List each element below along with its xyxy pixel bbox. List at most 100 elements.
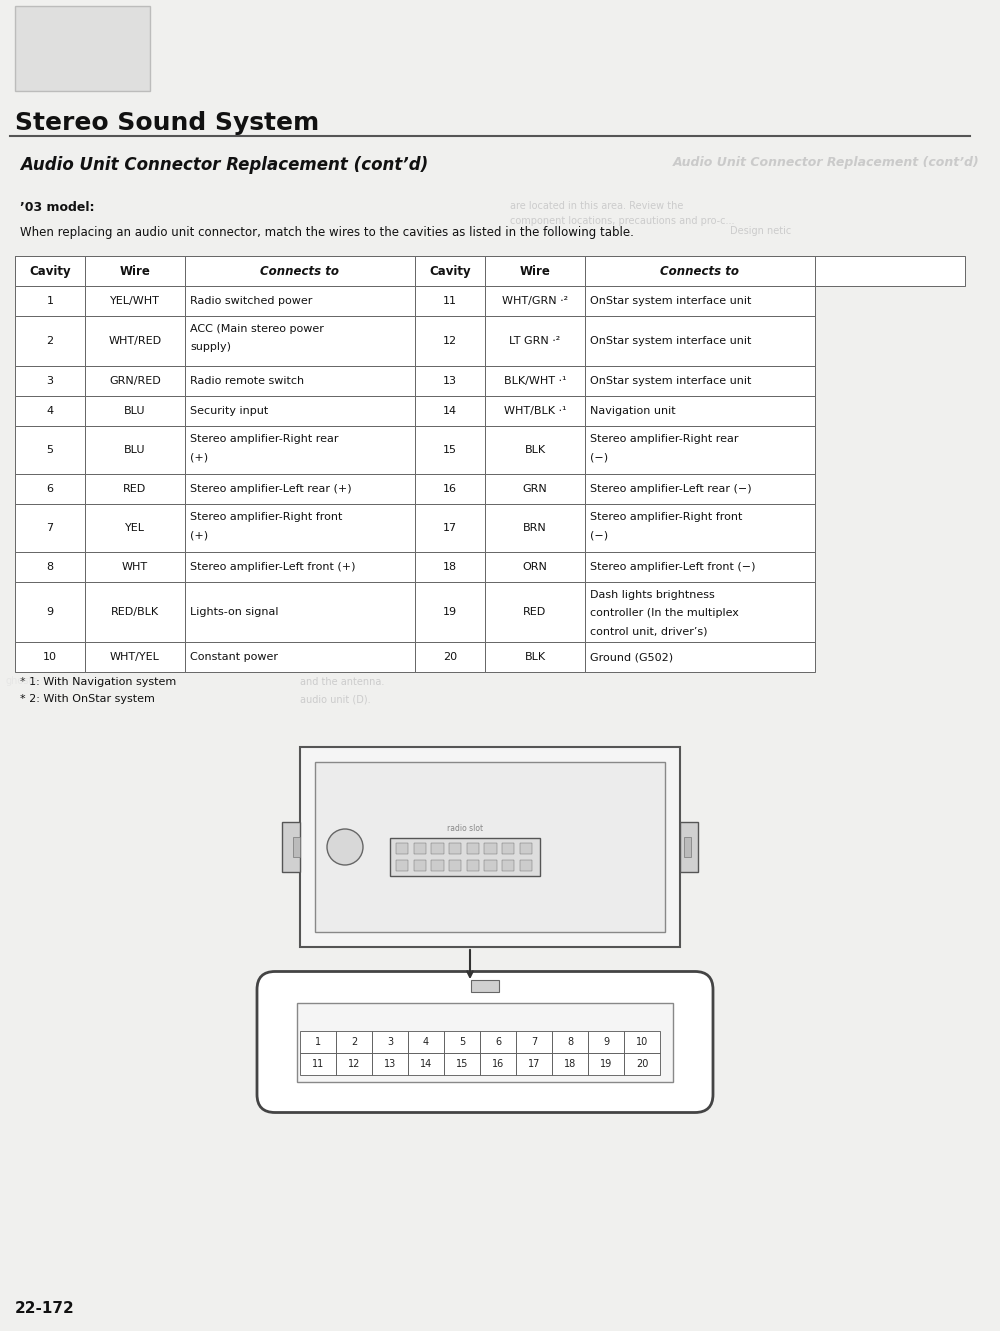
Text: 12: 12 bbox=[443, 335, 457, 346]
Text: supply): supply) bbox=[190, 342, 231, 351]
Text: LT GRN ⋅²: LT GRN ⋅² bbox=[509, 335, 561, 346]
Bar bbox=[485, 504, 585, 552]
Text: 8: 8 bbox=[567, 1037, 573, 1047]
Text: 20: 20 bbox=[636, 1059, 648, 1069]
Text: Constant power: Constant power bbox=[190, 652, 278, 662]
Bar bbox=[15, 642, 85, 672]
Bar bbox=[552, 1032, 588, 1053]
Bar bbox=[415, 426, 485, 474]
Bar bbox=[585, 397, 815, 426]
Bar bbox=[585, 256, 815, 286]
Bar bbox=[185, 256, 415, 286]
Text: (+): (+) bbox=[190, 530, 208, 540]
Bar bbox=[585, 504, 815, 552]
Bar bbox=[390, 839, 540, 876]
Text: Cavity: Cavity bbox=[29, 265, 71, 277]
Text: 5: 5 bbox=[459, 1037, 465, 1047]
Bar bbox=[185, 504, 415, 552]
Text: Radio switched power: Radio switched power bbox=[190, 295, 312, 306]
Bar bbox=[15, 504, 85, 552]
Bar bbox=[485, 582, 585, 642]
Bar bbox=[282, 823, 300, 872]
Bar bbox=[336, 1032, 372, 1053]
Bar bbox=[185, 642, 415, 672]
Text: OnStar system interface unit: OnStar system interface unit bbox=[590, 375, 751, 386]
Bar bbox=[415, 397, 485, 426]
Text: 14: 14 bbox=[443, 406, 457, 417]
Text: 6: 6 bbox=[495, 1037, 501, 1047]
Bar bbox=[408, 1032, 444, 1053]
Bar bbox=[85, 397, 185, 426]
Text: Stereo amplifier-Right front: Stereo amplifier-Right front bbox=[590, 512, 742, 522]
Bar bbox=[300, 747, 680, 946]
Text: 22-172: 22-172 bbox=[15, 1300, 75, 1316]
Bar bbox=[415, 315, 485, 366]
Bar bbox=[336, 1053, 372, 1075]
Text: Stereo Sound System: Stereo Sound System bbox=[15, 110, 319, 134]
Text: Connects to: Connects to bbox=[260, 265, 340, 277]
Bar bbox=[431, 843, 444, 853]
Text: RED/BLK: RED/BLK bbox=[111, 607, 159, 618]
Text: and the antenna.: and the antenna. bbox=[300, 677, 384, 687]
Text: Stereo amplifier-Left front (+): Stereo amplifier-Left front (+) bbox=[190, 562, 356, 572]
Bar bbox=[415, 504, 485, 552]
Bar bbox=[485, 315, 585, 366]
Bar bbox=[185, 366, 415, 397]
Text: Stereo amplifier-Left front (−): Stereo amplifier-Left front (−) bbox=[590, 562, 756, 572]
Text: 12: 12 bbox=[348, 1059, 360, 1069]
Bar bbox=[471, 980, 499, 992]
Text: 4: 4 bbox=[46, 406, 54, 417]
Bar bbox=[467, 860, 479, 870]
Bar bbox=[485, 426, 585, 474]
Text: BLU: BLU bbox=[124, 406, 146, 417]
Text: are located in this area. Review the: are located in this area. Review the bbox=[510, 201, 683, 212]
Bar bbox=[680, 823, 698, 872]
Text: 17: 17 bbox=[443, 523, 457, 532]
Text: Ground (G502): Ground (G502) bbox=[590, 652, 673, 662]
Bar bbox=[484, 843, 497, 853]
Bar bbox=[485, 286, 585, 315]
Text: RED: RED bbox=[523, 607, 547, 618]
Text: ORN: ORN bbox=[523, 562, 547, 572]
Bar bbox=[415, 286, 485, 315]
Bar bbox=[585, 582, 815, 642]
Bar bbox=[520, 860, 532, 870]
Text: ’03 model:: ’03 model: bbox=[20, 201, 94, 214]
Bar bbox=[485, 256, 585, 286]
Bar bbox=[85, 582, 185, 642]
Bar bbox=[585, 426, 815, 474]
Bar bbox=[414, 843, 426, 853]
Bar bbox=[624, 1032, 660, 1053]
Bar bbox=[185, 315, 415, 366]
Text: ACC (Main stereo power: ACC (Main stereo power bbox=[190, 323, 324, 334]
Bar bbox=[185, 426, 415, 474]
Bar bbox=[502, 860, 514, 870]
Text: 19: 19 bbox=[443, 607, 457, 618]
Text: YEL: YEL bbox=[125, 523, 145, 532]
Bar bbox=[372, 1032, 408, 1053]
Text: When replacing an audio unit connector, match the wires to the cavities as liste: When replacing an audio unit connector, … bbox=[20, 226, 634, 240]
Text: ghosts: ghosts bbox=[5, 676, 37, 685]
Bar bbox=[585, 366, 815, 397]
Bar bbox=[396, 860, 408, 870]
Bar bbox=[85, 552, 185, 582]
Bar bbox=[315, 763, 665, 932]
Bar bbox=[444, 1032, 480, 1053]
Bar bbox=[516, 1032, 552, 1053]
Bar bbox=[444, 1053, 480, 1075]
Text: 11: 11 bbox=[312, 1059, 324, 1069]
Text: 2: 2 bbox=[46, 335, 54, 346]
FancyBboxPatch shape bbox=[257, 972, 713, 1113]
Bar bbox=[85, 642, 185, 672]
Bar bbox=[585, 474, 815, 504]
Bar bbox=[520, 843, 532, 853]
Text: GRN: GRN bbox=[523, 484, 547, 494]
Bar bbox=[502, 843, 514, 853]
Text: 3: 3 bbox=[387, 1037, 393, 1047]
Text: 1: 1 bbox=[46, 295, 54, 306]
Text: OnStar system interface unit: OnStar system interface unit bbox=[590, 295, 751, 306]
Text: 1: 1 bbox=[315, 1037, 321, 1047]
Text: YEL/WHT: YEL/WHT bbox=[110, 295, 160, 306]
Bar bbox=[485, 474, 585, 504]
Bar bbox=[415, 582, 485, 642]
